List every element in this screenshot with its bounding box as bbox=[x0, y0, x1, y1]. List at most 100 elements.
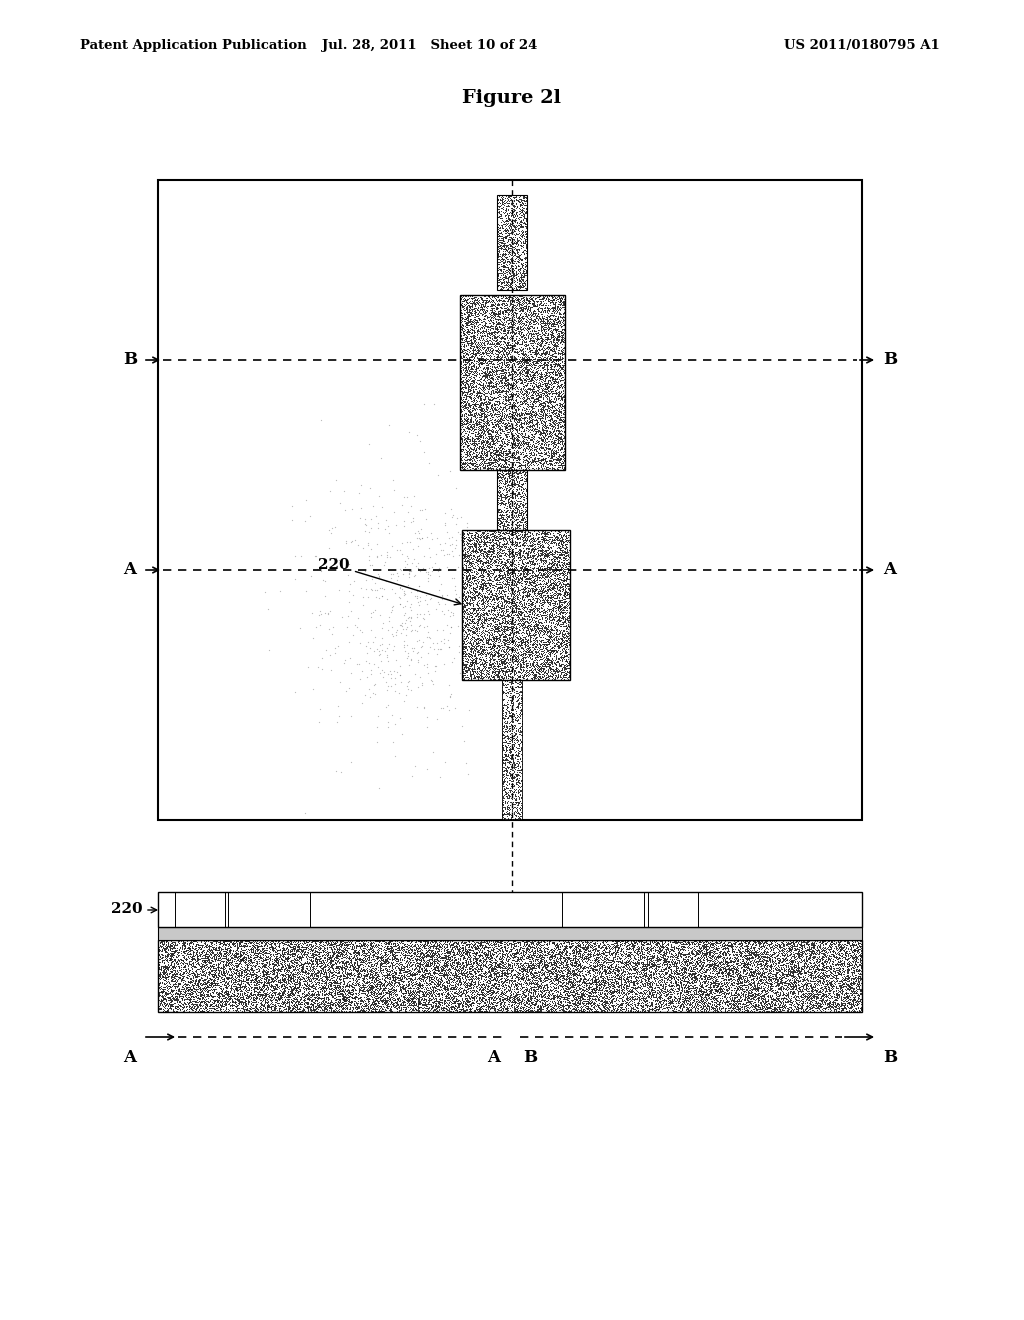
Point bbox=[289, 973, 305, 994]
Point bbox=[227, 969, 244, 990]
Point bbox=[392, 979, 409, 1001]
Point bbox=[503, 312, 519, 333]
Point bbox=[518, 954, 535, 975]
Point bbox=[234, 970, 251, 991]
Point bbox=[515, 543, 531, 564]
Point bbox=[589, 939, 605, 960]
Point bbox=[520, 561, 537, 582]
Point bbox=[289, 997, 305, 1018]
Point bbox=[596, 902, 612, 923]
Point bbox=[549, 969, 565, 990]
Point bbox=[736, 952, 753, 973]
Point bbox=[465, 631, 481, 652]
Point bbox=[622, 894, 638, 915]
Point bbox=[509, 424, 525, 445]
Point bbox=[549, 441, 565, 462]
Point bbox=[473, 525, 489, 546]
Point bbox=[506, 970, 522, 991]
Point bbox=[541, 424, 557, 445]
Point bbox=[517, 256, 534, 277]
Point bbox=[565, 985, 582, 1006]
Point bbox=[545, 623, 561, 644]
Point bbox=[181, 987, 198, 1008]
Point bbox=[544, 447, 560, 469]
Point bbox=[161, 957, 177, 978]
Point bbox=[385, 564, 401, 585]
Point bbox=[543, 314, 559, 335]
Point bbox=[562, 890, 579, 911]
Point bbox=[465, 595, 481, 616]
Point bbox=[230, 886, 247, 907]
Point bbox=[679, 977, 695, 998]
Point bbox=[728, 1001, 744, 1022]
Point bbox=[636, 960, 652, 981]
Point bbox=[771, 954, 787, 975]
Point bbox=[291, 937, 307, 958]
Point bbox=[532, 327, 549, 348]
Point bbox=[682, 964, 698, 985]
Point bbox=[698, 981, 715, 1002]
Point bbox=[656, 965, 673, 986]
Point bbox=[500, 271, 516, 292]
Point bbox=[578, 946, 594, 968]
Point bbox=[664, 958, 680, 979]
Point bbox=[644, 979, 660, 1001]
Point bbox=[508, 609, 524, 630]
Point bbox=[497, 632, 513, 653]
Point bbox=[567, 964, 584, 985]
Point bbox=[154, 986, 170, 1007]
Point bbox=[463, 331, 479, 352]
Point bbox=[498, 777, 514, 799]
Point bbox=[464, 296, 480, 317]
Point bbox=[481, 657, 498, 678]
Point bbox=[714, 974, 730, 995]
Point bbox=[489, 531, 506, 552]
Point bbox=[355, 929, 372, 950]
Point bbox=[228, 935, 245, 956]
Point bbox=[554, 970, 570, 991]
Point bbox=[151, 958, 167, 979]
Point bbox=[551, 420, 567, 441]
Point bbox=[521, 632, 538, 653]
Point bbox=[489, 372, 506, 393]
Point bbox=[482, 441, 499, 462]
Point bbox=[384, 948, 400, 969]
Point bbox=[291, 890, 307, 911]
Point bbox=[197, 998, 213, 1019]
Point bbox=[466, 941, 482, 962]
Point bbox=[514, 480, 530, 502]
Point bbox=[551, 638, 567, 659]
Point bbox=[851, 985, 867, 1006]
Point bbox=[692, 937, 709, 958]
Point bbox=[390, 940, 407, 961]
Point bbox=[565, 906, 582, 927]
Point bbox=[845, 994, 861, 1015]
Point bbox=[557, 645, 573, 667]
Point bbox=[692, 941, 709, 962]
Point bbox=[472, 978, 488, 999]
Point bbox=[476, 285, 493, 306]
Point bbox=[505, 797, 521, 818]
Point bbox=[240, 886, 256, 907]
Point bbox=[517, 374, 534, 395]
Point bbox=[514, 638, 530, 659]
Point bbox=[200, 935, 216, 956]
Point bbox=[560, 610, 577, 631]
Point bbox=[548, 553, 564, 574]
Point bbox=[498, 473, 514, 494]
Point bbox=[274, 883, 291, 904]
Point bbox=[419, 961, 435, 982]
Point bbox=[572, 998, 589, 1019]
Point bbox=[158, 990, 174, 1011]
Point bbox=[187, 964, 204, 985]
Point bbox=[561, 527, 578, 548]
Point bbox=[246, 948, 262, 969]
Point bbox=[488, 626, 505, 647]
Point bbox=[546, 528, 562, 549]
Point bbox=[212, 999, 228, 1020]
Point bbox=[185, 952, 202, 973]
Point bbox=[479, 569, 496, 590]
Point bbox=[530, 932, 547, 953]
Point bbox=[521, 286, 538, 308]
Point bbox=[507, 933, 523, 954]
